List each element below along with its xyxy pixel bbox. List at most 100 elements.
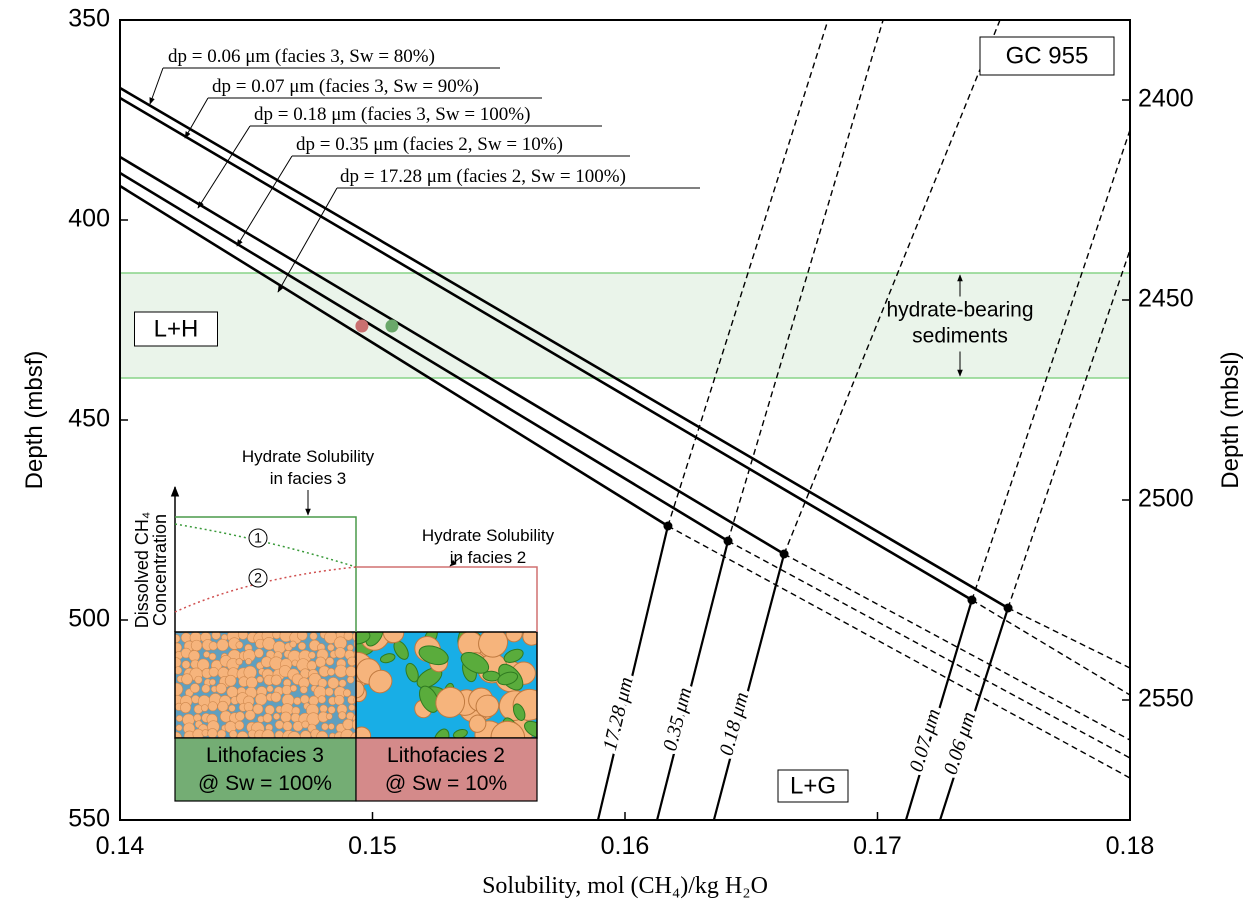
intersection-dot <box>779 549 789 559</box>
grain <box>190 639 203 652</box>
grain <box>327 677 340 689</box>
grain <box>273 712 281 721</box>
grain <box>356 726 372 738</box>
gas-solubility-line <box>712 553 786 820</box>
grain <box>316 730 329 738</box>
grain <box>308 651 316 659</box>
grain <box>200 704 209 712</box>
grain <box>175 682 183 696</box>
grain <box>234 720 245 731</box>
grain <box>208 652 217 661</box>
grain <box>317 695 327 704</box>
band-label: sediments <box>912 325 1008 348</box>
grain <box>321 722 329 731</box>
grain <box>229 730 238 738</box>
grain <box>342 718 354 730</box>
band-label: hydrate-bearing <box>886 299 1033 322</box>
grain <box>512 703 526 721</box>
x-tick-label: 0.18 <box>1106 832 1155 860</box>
sample-point <box>385 319 399 333</box>
pore-size-annotation: dp = 0.06 μm (facies 3, Sw = 80%) <box>149 46 500 105</box>
grain <box>237 632 249 640</box>
annotation-leader <box>184 97 209 139</box>
grain <box>319 704 328 713</box>
grain <box>175 666 183 675</box>
y-tick-label: 400 <box>68 205 110 233</box>
site-label-box <box>979 36 1115 76</box>
grain <box>270 691 282 703</box>
grain <box>226 686 239 698</box>
grain <box>435 686 466 718</box>
hydrate-solubility-dashed <box>1007 607 1130 669</box>
grain <box>297 641 307 651</box>
curve-label: 0.18 μm <box>715 690 753 758</box>
grain <box>327 705 336 714</box>
grain <box>215 682 227 694</box>
grain <box>261 729 275 738</box>
grain <box>292 721 304 732</box>
grain <box>503 648 524 663</box>
grain <box>345 666 356 678</box>
grain <box>274 720 284 730</box>
hydrate-solubility-line <box>120 96 973 602</box>
grain <box>347 656 356 667</box>
grain <box>299 685 308 694</box>
grain <box>211 632 221 640</box>
grain <box>280 711 292 723</box>
gas-solubility-line <box>904 599 973 820</box>
grain <box>289 640 297 648</box>
inset-y-label: Concentration <box>150 514 170 626</box>
curves <box>120 20 1130 820</box>
site-label-text: GC 955 <box>1006 42 1089 69</box>
curve-marker: 2 <box>254 570 262 586</box>
y-tick-label: 500 <box>68 605 110 633</box>
hydrate-solubility-line <box>120 155 785 556</box>
curve-label: 0.06 μm <box>940 709 981 777</box>
annotation-text: dp = 17.28 μm (facies 2, Sw = 100%) <box>340 166 626 187</box>
grain <box>264 704 275 715</box>
grain <box>301 720 310 729</box>
annotation-text: dp = 0.06 μm (facies 3, Sw = 80%) <box>168 46 435 67</box>
grain <box>327 668 336 676</box>
y-tick-label: 350 <box>68 5 110 33</box>
grain <box>175 724 183 732</box>
intersection-dot <box>723 536 733 546</box>
grain <box>216 638 229 652</box>
grain <box>315 656 327 668</box>
facies2-label: @ Sw = 10% <box>385 772 507 795</box>
site-label: GC 955 <box>979 36 1115 76</box>
hydrate-solubility-dashed <box>667 525 1130 779</box>
facies3-note: in facies 3 <box>270 469 347 488</box>
curve-label: 0.35 μm <box>659 685 696 753</box>
y2-tick-label: 2500 <box>1138 485 1194 513</box>
grain <box>262 713 273 723</box>
grain <box>235 641 244 649</box>
intersection-dot <box>1003 603 1013 613</box>
grain <box>235 658 243 666</box>
grain <box>175 634 181 643</box>
grain <box>405 662 419 683</box>
facies3-grains <box>175 632 356 738</box>
curve-marker-ring <box>248 568 268 588</box>
region-label-text: L+H <box>154 315 199 342</box>
facies2-grains <box>356 632 537 738</box>
grain <box>346 676 355 684</box>
facies3-box <box>174 737 357 802</box>
annotation-leader <box>149 67 164 105</box>
pore-size-annotation: dp = 17.28 μm (facies 2, Sw = 100%) <box>277 166 700 293</box>
curve-2 <box>174 566 357 613</box>
grain <box>306 660 317 671</box>
grain <box>290 684 298 692</box>
y2-tick-label: 2450 <box>1138 285 1194 313</box>
grain <box>252 703 264 715</box>
region-label-box <box>134 311 218 347</box>
gas-solubility-dashed <box>667 20 829 527</box>
hydrate-solubility-line <box>120 86 1009 610</box>
grain <box>334 647 346 659</box>
hydrate-band: hydrate-bearing sediments <box>120 272 1130 379</box>
grain <box>478 632 509 658</box>
gas-solubility-line <box>656 540 730 820</box>
pore-size-annotation: dp = 0.18 μm (facies 3, Sw = 100%) <box>197 104 602 209</box>
grain <box>324 687 334 697</box>
gas-solubility-dashed <box>1007 249 1130 609</box>
